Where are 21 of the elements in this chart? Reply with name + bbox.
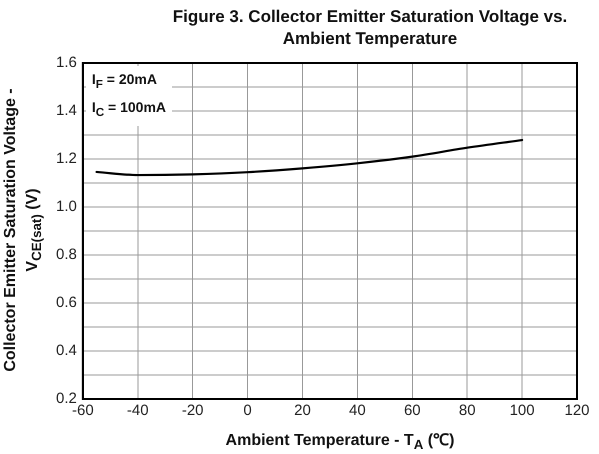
y-tick-label: 1.4 [56,102,77,120]
x-tick-label: -40 [126,402,149,420]
x-tick-label: 0 [243,402,252,420]
x-tick-label: 100 [510,402,535,420]
chart-title: Figure 3. Collector Emitter Saturation Voltage vs. Ambient Temperature [172,6,568,50]
x-tick-label: 120 [564,402,590,420]
line-series [95,138,524,176]
y-tick-label: 0.6 [56,294,77,312]
y-tick-label: 1.0 [56,198,77,216]
x-tick-label: 40 [349,402,366,420]
y-tick-label: 1.6 [56,54,77,72]
y-tick-label: 0.8 [56,246,77,264]
x-tick-label: -20 [182,402,204,420]
annotation: I$_{F}$ = 20mA [92,71,157,91]
x-tick-label: 80 [458,402,476,420]
y-tick-label: 1.2 [56,150,77,168]
x-tick-label: 20 [294,402,311,420]
annotation: I$_{C}$ = 100mA [92,98,166,119]
x-axis-title: Ambient Temperature - T$_{A}$ (℃) [224,431,456,452]
y-tick-label: 0.4 [56,342,77,360]
x-tick-label: 60 [404,402,421,420]
